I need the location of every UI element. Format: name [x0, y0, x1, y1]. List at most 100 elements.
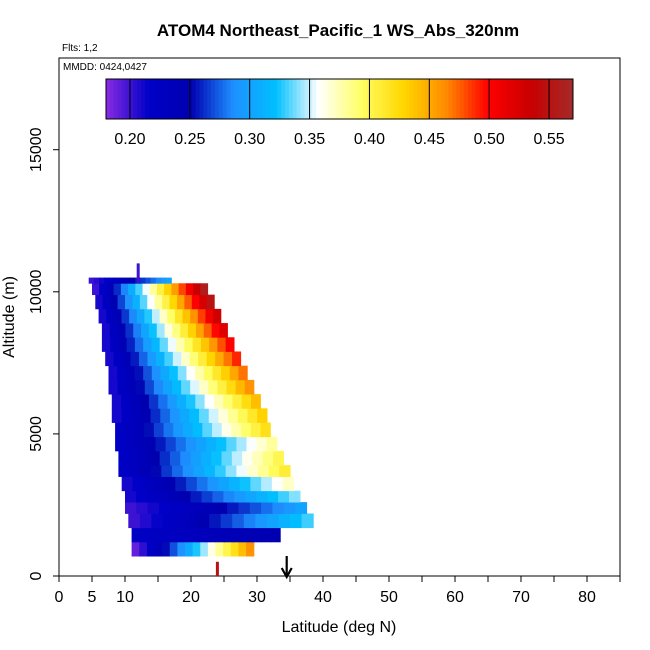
heatmap-cell — [271, 476, 284, 492]
heatmap-cell — [193, 283, 201, 296]
colorbar-swatch — [358, 79, 364, 119]
heatmap-cell — [256, 436, 268, 452]
heatmap-cell — [242, 527, 253, 543]
heatmap-cell — [125, 502, 137, 514]
colorbar-swatch — [246, 79, 251, 119]
heatmap-cell — [195, 323, 205, 338]
flights-label: Flts: 1,2 — [62, 43, 98, 54]
heatmap-cell — [119, 277, 126, 284]
heatmap-cell — [252, 527, 263, 543]
heatmap-cell — [257, 408, 268, 423]
heatmap-cell — [126, 379, 137, 395]
heatmap-cell — [200, 283, 209, 296]
heatmap-cell — [199, 379, 209, 395]
heatmap-cell — [121, 308, 130, 324]
heatmap-cell — [241, 422, 252, 438]
heatmap-cell — [150, 277, 157, 284]
heatmap-cell — [139, 351, 149, 367]
x-axis-label: Latitude (deg N) — [282, 619, 397, 636]
heatmap-cell — [168, 527, 179, 543]
heatmap-cell — [195, 365, 205, 381]
heatmap-cell — [155, 351, 165, 367]
heatmap-cell — [129, 308, 138, 324]
colorbar-swatch — [195, 79, 200, 119]
heatmap-cell — [164, 323, 174, 338]
heatmap-cell — [247, 408, 258, 423]
heatmap-cell — [144, 422, 155, 438]
colorbar-frame — [105, 78, 574, 120]
heatmap-cell — [223, 351, 233, 367]
colorbar-swatch — [456, 79, 461, 119]
heatmap-cell — [146, 541, 156, 557]
heatmap-cell — [190, 379, 200, 395]
heatmap-cell — [191, 294, 200, 310]
heatmap-cell — [245, 490, 257, 503]
heatmap-cell — [139, 513, 152, 529]
heatmap-cell — [143, 337, 152, 352]
colorbar-swatch — [269, 79, 274, 119]
colorbar-swatch — [160, 79, 165, 119]
colorbar-swatch — [117, 79, 123, 119]
colorbar-swatch — [109, 79, 115, 119]
heatmap-cell — [104, 277, 110, 284]
colorbar-swatch — [502, 79, 508, 119]
heatmap-cell — [213, 394, 224, 409]
heatmap-cell — [164, 351, 174, 367]
heatmap-cell — [251, 394, 261, 409]
colorbar-swatch — [113, 79, 119, 119]
colorbar-swatch — [172, 79, 177, 119]
heatmap-cell — [247, 465, 259, 477]
colorbar-swatch — [257, 79, 263, 119]
heatmap-cell — [133, 323, 142, 338]
heatmap-cell — [278, 513, 291, 529]
colorbar-swatch — [522, 79, 527, 119]
heatmap-cell — [134, 422, 145, 438]
x-tick-label: 60 — [446, 589, 464, 606]
heatmap-cell — [228, 408, 239, 423]
heatmap-cell — [135, 490, 148, 503]
heatmap-cell — [118, 450, 130, 466]
heatmap-cell — [175, 476, 187, 492]
heatmap-cell — [156, 283, 165, 296]
colorbar-swatch — [448, 79, 453, 119]
heatmap-cell — [273, 450, 284, 466]
colorbar-tick-label: 0.50 — [474, 131, 505, 148]
heatmap-cell — [218, 476, 230, 492]
colorbar-tick-label: 0.20 — [114, 131, 145, 148]
heatmap-cell — [141, 323, 150, 338]
x-tick-label: 10 — [116, 589, 134, 606]
heatmap-cell — [167, 308, 176, 324]
heatmap-cell — [256, 490, 268, 503]
colorbar-swatch — [429, 79, 434, 119]
heatmap-cell — [231, 422, 242, 438]
heatmap-cell — [262, 450, 274, 466]
x-tick-label: 20 — [182, 589, 200, 606]
x-tick-label: 0 — [55, 589, 64, 606]
heatmap-cell — [211, 450, 223, 466]
heatmap-cell — [212, 490, 224, 503]
heatmap-cell — [246, 436, 258, 452]
colorbar-swatch — [281, 79, 286, 119]
heatmap-cell — [117, 365, 127, 381]
heatmap-cell — [225, 337, 235, 352]
heatmap-cell — [147, 502, 160, 514]
heatmap-cell — [207, 541, 217, 557]
colorbar-tick-label: 0.35 — [294, 131, 325, 148]
heatmap-cell — [168, 490, 181, 503]
heatmap-cell — [212, 365, 222, 381]
heatmap-cell — [163, 422, 174, 438]
heatmap-cell — [105, 351, 115, 367]
heatmap-cell — [161, 465, 173, 477]
colorbar-swatch — [483, 79, 488, 119]
colorbar-swatch — [475, 79, 481, 119]
colorbar-swatch — [203, 79, 208, 119]
colorbar-swatch — [141, 79, 146, 119]
heatmap-cell — [113, 351, 123, 367]
heatmap-cell — [179, 408, 190, 423]
heatmap-cell — [250, 476, 262, 492]
heatmap-cell — [221, 422, 233, 438]
colorbar-swatch — [378, 79, 383, 119]
heatmap-cell — [202, 422, 213, 438]
heatmap-cell — [261, 527, 272, 543]
heatmap-cell — [154, 541, 163, 557]
